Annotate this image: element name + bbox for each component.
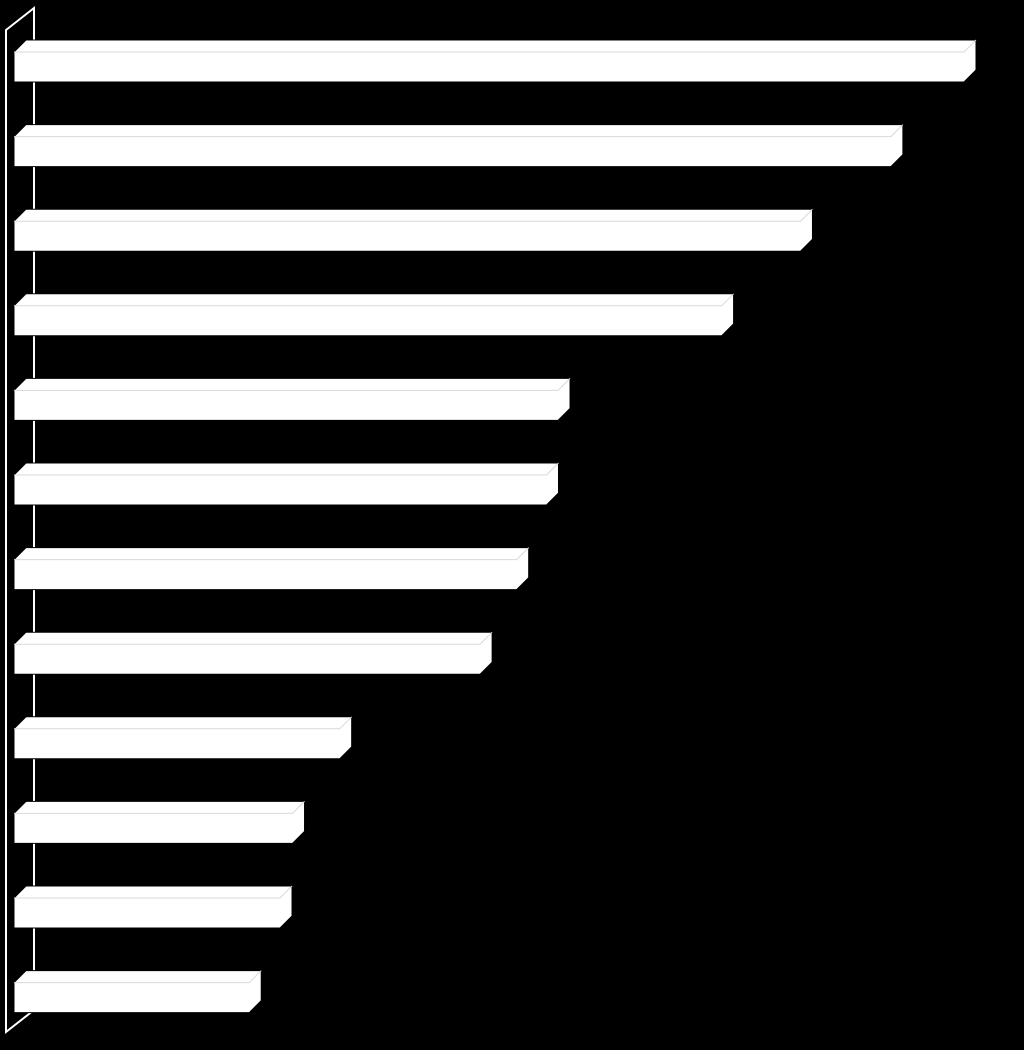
bar-edge xyxy=(14,631,493,645)
bar-edge xyxy=(14,801,305,814)
bar xyxy=(13,716,353,760)
bar xyxy=(13,631,493,675)
bar-series xyxy=(13,39,977,1014)
bar-shape xyxy=(13,377,571,421)
bar xyxy=(13,377,571,421)
bar xyxy=(13,970,262,1014)
bar-shape xyxy=(13,970,262,1014)
bar xyxy=(13,39,977,83)
bar-edge xyxy=(14,293,734,307)
bar-edge xyxy=(14,124,904,138)
bar-shape xyxy=(13,800,306,844)
bar-shape xyxy=(13,631,493,675)
bar xyxy=(13,800,306,844)
bar xyxy=(13,547,530,591)
bar-shape xyxy=(13,462,559,506)
bar-shape xyxy=(13,293,735,337)
bar-edge xyxy=(14,885,293,899)
bar-edge xyxy=(14,716,353,730)
bar-edge xyxy=(14,378,571,391)
bar-edge xyxy=(14,39,977,53)
bar-edge xyxy=(14,462,559,476)
bar xyxy=(13,885,293,929)
bar-shape xyxy=(13,208,813,252)
bar xyxy=(13,462,559,506)
bar-shape xyxy=(13,39,977,83)
bar-edge xyxy=(14,970,262,984)
bar-edge xyxy=(14,547,530,561)
bar xyxy=(13,124,904,168)
bar-shape xyxy=(13,716,353,760)
bar-shape xyxy=(13,885,293,929)
bar-shape xyxy=(13,124,904,168)
bar-edge xyxy=(14,208,813,222)
bar xyxy=(13,208,813,252)
bar xyxy=(13,293,735,337)
bar-shape xyxy=(13,547,530,591)
